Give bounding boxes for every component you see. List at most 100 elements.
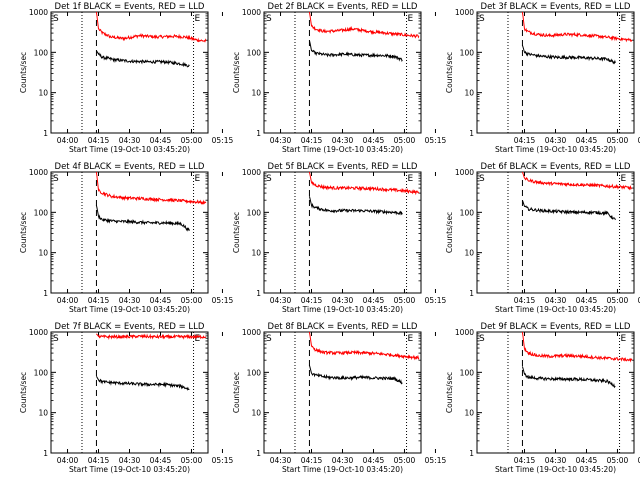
x-tick-label: 05:00 [394, 456, 416, 465]
chart-panel: Det 2f BLACK = Events, RED = LLD 1 10 100 10… [232, 2, 446, 154]
x-axis-title: Start Time (19-Oct-10 03:45:20) [282, 145, 403, 154]
x-tick-label: 05:15 [212, 456, 234, 465]
x-tick-label: 05:00 [394, 136, 416, 145]
chart-title: Det 5f BLACK = Events, RED = LLD [268, 162, 418, 172]
x-tick-label: 04:45 [576, 136, 598, 145]
x-tick-label: 04:15 [301, 296, 323, 305]
y-tick-label: 10 [251, 89, 261, 98]
y-tick-label: 100 [34, 48, 49, 57]
x-tick-label: 04:15 [514, 296, 536, 305]
plot-frame [263, 331, 422, 454]
y-tick-label: 1000 [455, 168, 474, 177]
x-tick-label: 04:30 [545, 136, 567, 145]
plot-frame [50, 331, 209, 454]
lld-series-line [308, 171, 420, 196]
x-tick-label: 04:15 [88, 136, 110, 145]
plot-frame [476, 11, 635, 134]
x-tick-label: 04:45 [150, 136, 172, 145]
x-tick-label: 04:15 [514, 136, 536, 145]
start-marker-label: S [479, 334, 485, 344]
x-tick-label: 05:15 [425, 296, 447, 305]
y-tick-label: 1 [469, 449, 474, 458]
end-marker-label: E [408, 14, 414, 24]
x-axis-title: Start Time (19-Oct-10 03:45:20) [495, 145, 616, 154]
chart-panel: Det 4f BLACK = Events, RED = LLD 1 10 100 10… [19, 162, 233, 314]
y-tick-label: 1 [469, 289, 474, 298]
y-axis-title: Counts/sec [232, 52, 241, 93]
y-tick-label: 10 [38, 89, 48, 98]
y-tick-label: 10 [38, 249, 48, 258]
start-marker-label: S [53, 334, 59, 344]
x-tick-label: 04:30 [270, 136, 292, 145]
events-series-line [308, 40, 403, 62]
x-axis-title: Start Time (19-Oct-10 03:45:20) [495, 305, 616, 314]
end-marker-label: E [621, 14, 627, 24]
events-series-line [308, 365, 403, 385]
x-tick-label: 04:30 [545, 296, 567, 305]
x-tick-label: 04:00 [57, 456, 79, 465]
y-tick-label: 1 [256, 449, 261, 458]
y-tick-label: 1000 [29, 168, 48, 177]
x-tick-label: 04:30 [332, 296, 354, 305]
y-tick-label: 1000 [455, 8, 474, 17]
chart-panel: Det 1f BLACK = Events, RED = LLD 1 10 100 10… [19, 2, 233, 154]
y-tick-label: 100 [460, 368, 475, 377]
y-axis-title: Counts/sec [445, 372, 454, 413]
plot-frame [476, 171, 635, 294]
y-tick-label: 1000 [242, 328, 261, 337]
start-marker-label: S [479, 14, 485, 24]
x-tick-label: 04:45 [576, 296, 598, 305]
y-axis-title: Counts/sec [232, 212, 241, 253]
y-tick-label: 1 [256, 129, 261, 138]
chart-panel: Det 9f BLACK = Events, RED = LLD 1 10 100 10… [445, 322, 640, 474]
y-tick-label: 1000 [242, 168, 261, 177]
x-axis-title: Start Time (19-Oct-10 03:45:20) [69, 305, 190, 314]
chart-title: Det 8f BLACK = Events, RED = LLD [268, 322, 418, 332]
end-marker-label: E [195, 174, 201, 184]
end-marker-label: E [195, 14, 201, 24]
x-tick-label: 04:00 [57, 296, 79, 305]
x-axis-title: Start Time (19-Oct-10 03:45:20) [282, 465, 403, 474]
end-marker-label: E [621, 334, 627, 344]
chart-title: Det 9f BLACK = Events, RED = LLD [481, 322, 631, 332]
x-tick-label: 04:15 [301, 136, 323, 145]
x-tick-label: 05:15 [638, 136, 640, 145]
lld-series-line [96, 333, 207, 340]
x-tick-label: 04:45 [150, 456, 172, 465]
plot-frame [476, 331, 635, 454]
y-tick-label: 100 [460, 48, 475, 57]
lld-series-line [308, 11, 420, 39]
y-axis-title: Counts/sec [445, 52, 454, 93]
x-tick-label: 05:00 [181, 456, 203, 465]
x-tick-label: 04:45 [363, 456, 385, 465]
events-series-line [95, 375, 190, 391]
x-tick-label: 04:15 [88, 456, 110, 465]
y-tick-label: 100 [34, 368, 49, 377]
start-marker-label: S [266, 14, 272, 24]
y-axis-title: Counts/sec [19, 52, 28, 93]
x-axis-title: Start Time (19-Oct-10 03:45:20) [69, 465, 190, 474]
chart-panel: Det 3f BLACK = Events, RED = LLD 1 10 100 10… [445, 2, 640, 154]
y-tick-label: 1000 [455, 328, 474, 337]
chart-title: Det 7f BLACK = Events, RED = LLD [55, 322, 205, 332]
y-tick-label: 1000 [242, 8, 261, 17]
x-tick-label: 04:30 [119, 136, 141, 145]
y-tick-label: 1 [256, 289, 261, 298]
x-tick-label: 04:30 [119, 296, 141, 305]
y-tick-label: 10 [251, 249, 261, 258]
end-marker-label: E [621, 174, 627, 184]
lld-series-line [521, 331, 633, 363]
events-series-line [308, 196, 403, 216]
x-tick-label: 05:00 [181, 296, 203, 305]
start-marker-label: S [53, 174, 59, 184]
y-tick-label: 100 [34, 208, 49, 217]
start-marker-label: S [479, 174, 485, 184]
chart-panel: Det 8f BLACK = Events, RED = LLD 1 10 100 10… [232, 322, 446, 474]
x-axis-title: Start Time (19-Oct-10 03:45:20) [69, 145, 190, 154]
x-tick-label: 04:30 [545, 456, 567, 465]
chart-title: Det 6f BLACK = Events, RED = LLD [481, 162, 631, 172]
lld-series-line [95, 11, 207, 43]
x-tick-label: 05:15 [425, 136, 447, 145]
end-marker-label: E [195, 334, 201, 344]
y-tick-label: 1 [43, 289, 48, 298]
